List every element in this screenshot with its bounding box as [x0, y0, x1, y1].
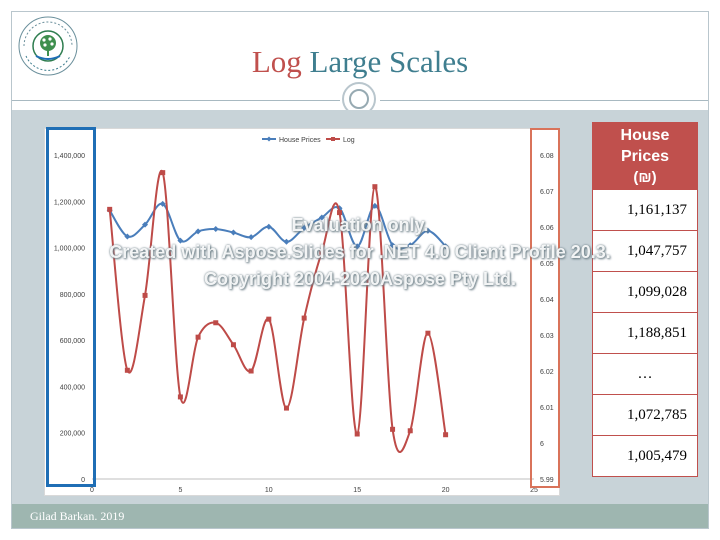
data-point-house-prices	[265, 223, 272, 230]
title-word-log: Log	[251, 44, 302, 79]
data-point-house-prices	[124, 233, 131, 240]
data-point-house-prices	[212, 226, 219, 233]
y-left-tick-label: 600,000	[60, 338, 85, 345]
data-point-log	[107, 206, 113, 212]
table-row: 1,005,479	[593, 435, 697, 476]
table-row: 1,072,785	[593, 394, 697, 435]
house-prices-table: House Prices (₪) 1,161,137 1,047,757 1,0…	[592, 122, 698, 477]
y-right-tick-label: 6.01	[540, 405, 554, 412]
data-point-log	[160, 170, 166, 176]
data-point-log	[407, 428, 413, 434]
header-divider-left	[12, 100, 340, 101]
table-header-line1: House	[620, 126, 670, 144]
table-row: …	[593, 353, 697, 394]
table-header-line2: Prices	[620, 147, 670, 165]
slide-footer: Gilad Barkan. 2019	[12, 504, 708, 528]
y-left-tick-label: 1,400,000	[54, 153, 85, 160]
y-right-tick-label: 6.07	[540, 189, 554, 196]
data-point-log	[283, 405, 289, 411]
data-point-log	[354, 431, 360, 437]
slide-title: Log Large Scales	[0, 42, 720, 82]
data-point-house-prices	[159, 200, 166, 207]
data-point-log	[443, 432, 449, 438]
slide-frame	[11, 11, 709, 529]
data-point-house-prices	[354, 243, 361, 250]
data-point-log	[248, 368, 254, 374]
data-point-log	[230, 342, 236, 348]
data-point-house-prices	[424, 227, 431, 234]
data-point-house-prices	[389, 242, 396, 249]
y-left-tick-label: 800,000	[60, 292, 85, 299]
data-point-house-prices	[301, 224, 308, 231]
data-point-house-prices	[248, 234, 255, 241]
x-tick-label: 0	[90, 487, 94, 494]
y-left-tick-label: 400,000	[60, 384, 85, 391]
data-point-house-prices	[195, 228, 202, 235]
left-axis-highlight	[46, 127, 96, 487]
table-row: 1,099,028	[593, 271, 697, 312]
watermark-line-2: Created with Aspose.Slides for .NET 4.0 …	[109, 242, 611, 262]
right-axis-highlight	[530, 128, 560, 488]
chart-container: 0 200,000 400,000 600,000 800,000 1,000,000 1,…	[44, 128, 560, 496]
data-point-log	[337, 210, 343, 216]
data-point-log	[319, 249, 325, 255]
data-point-log	[301, 315, 307, 321]
table-header: House Prices (₪)	[593, 123, 697, 189]
data-point-house-prices	[142, 221, 149, 228]
y-left-tick-label: 1,000,000	[54, 246, 85, 253]
data-point-log	[213, 320, 219, 326]
y-right-tick-label: 6	[540, 441, 544, 448]
data-point-house-prices	[442, 243, 449, 250]
table-row: 1,188,851	[593, 312, 697, 353]
x-tick-label: 20	[442, 487, 450, 494]
header-divider-right	[380, 100, 708, 101]
data-point-log	[142, 292, 148, 298]
y-left-tick-label: 0	[81, 477, 85, 484]
data-point-log	[372, 184, 378, 190]
watermark-line-3: Copyright 2004-2020Aspose Pty Ltd.	[203, 269, 517, 289]
y-right-tick-label: 5.99	[540, 477, 554, 484]
data-point-log	[266, 316, 272, 322]
y-right-tick-label: 6.06	[540, 225, 554, 232]
data-point-log	[177, 394, 183, 400]
x-tick-label: 25	[530, 487, 538, 494]
data-point-log	[124, 367, 130, 373]
ruppin-logo	[18, 16, 78, 76]
data-point-house-prices	[283, 238, 290, 245]
x-tick-label: 15	[353, 487, 361, 494]
watermark-line-1: Evaluation only.	[291, 215, 429, 235]
evaluation-watermark: Evaluation only. Created with Aspose.Sli…	[0, 212, 720, 293]
y-left-tick-label: 1,200,000	[54, 199, 85, 206]
legend-marker-log	[331, 137, 335, 141]
data-point-house-prices	[318, 214, 325, 221]
data-point-log	[195, 334, 201, 340]
data-point-house-prices	[371, 202, 378, 209]
y-left-tick-label: 200,000	[60, 431, 85, 438]
y-right-tick-label: 6.04	[540, 297, 554, 304]
data-point-house-prices	[230, 229, 237, 236]
legend-marker-house-prices	[266, 136, 272, 142]
legend-label-house-prices: House Prices	[279, 137, 321, 144]
legend-label-log: Log	[343, 137, 355, 144]
data-point-house-prices	[177, 237, 184, 244]
x-tick-label: 5	[178, 487, 182, 494]
data-point-log	[390, 426, 396, 432]
data-point-log	[425, 330, 431, 336]
table-header-currency: (₪)	[633, 168, 657, 186]
data-point-house-prices	[407, 242, 414, 249]
table-row: 1,047,757	[593, 230, 697, 271]
line-chart: 0 200,000 400,000 600,000 800,000 1,000,000 1,…	[54, 136, 554, 494]
title-word-large-scales: Large Scales	[309, 44, 469, 79]
table-row: 1,161,137	[593, 189, 697, 230]
y-right-tick-label: 6.02	[540, 369, 554, 376]
x-tick-label: 10	[265, 487, 273, 494]
y-right-tick-label: 6.05	[540, 261, 554, 268]
footer-text: Gilad Barkan. 2019	[30, 509, 125, 523]
y-right-tick-label: 6.03	[540, 333, 554, 340]
y-right-tick-label: 6.08	[540, 153, 554, 160]
